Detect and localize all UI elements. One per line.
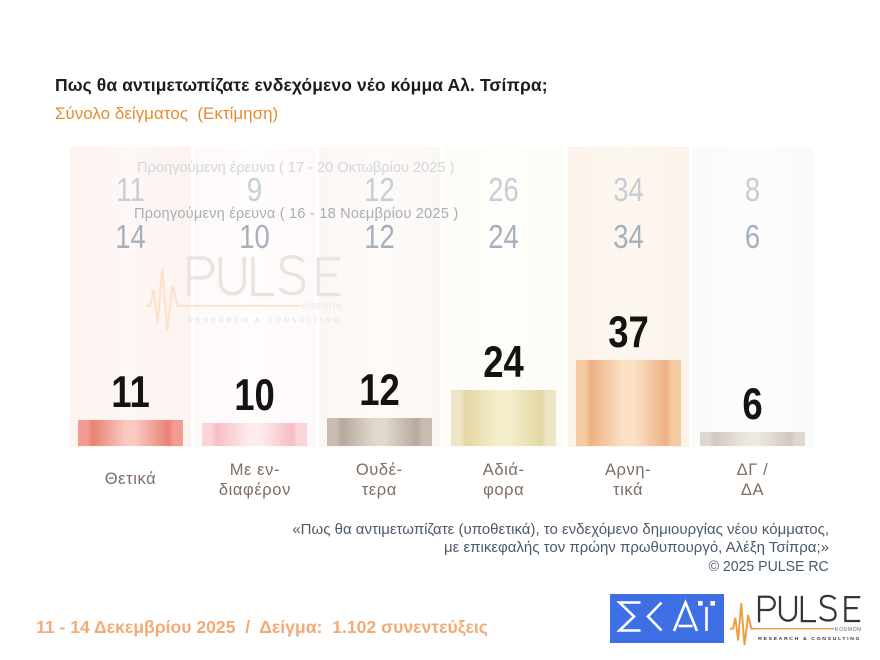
svg-text:KOSMON: KOSMON — [835, 627, 862, 633]
svg-text:RESEARCH & CONSULTING: RESEARCH & CONSULTING — [758, 636, 861, 642]
svg-text:KOSMON: KOSMON — [302, 301, 342, 311]
svg-text:RESEARCH & CONSULTING: RESEARCH & CONSULTING — [188, 315, 342, 324]
